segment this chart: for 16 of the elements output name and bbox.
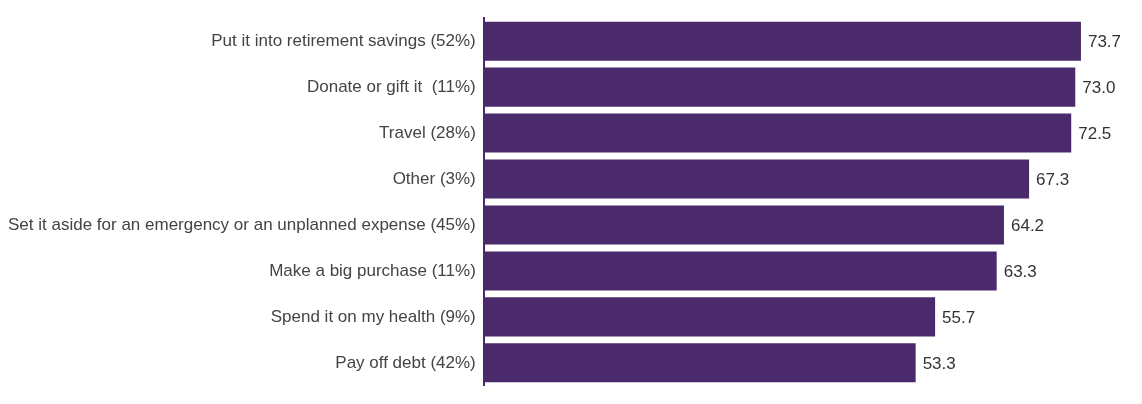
y-tick-label: Travel (28%) — [379, 122, 476, 142]
data-label: 53.3 — [922, 353, 956, 373]
y-tick-label: Spend it on my health (9%) — [270, 306, 476, 326]
data-label: 73.0 — [1082, 77, 1116, 97]
y-tick-label: Put it into retirement savings (52%) — [211, 30, 476, 50]
data-label: 63.3 — [1003, 261, 1037, 281]
y-tick-label: Make a big purchase (11%) — [269, 260, 476, 280]
data-label: 64.2 — [1010, 215, 1045, 235]
data-label: 73.7 — [1087, 31, 1122, 51]
y-tick-label: Donate or gift it (11%) — [306, 76, 476, 96]
data-label: 67.3 — [1036, 169, 1070, 189]
y-tick-label: Pay off debt (42%) — [335, 352, 476, 372]
data-label: 55.7 — [942, 307, 976, 327]
y-tick-label: Other (3%) — [392, 168, 476, 188]
y-tick-label: Set it aside for an emergency or an unplanned expense (45%) — [7, 214, 476, 234]
data-label: 72.5 — [1078, 123, 1112, 143]
